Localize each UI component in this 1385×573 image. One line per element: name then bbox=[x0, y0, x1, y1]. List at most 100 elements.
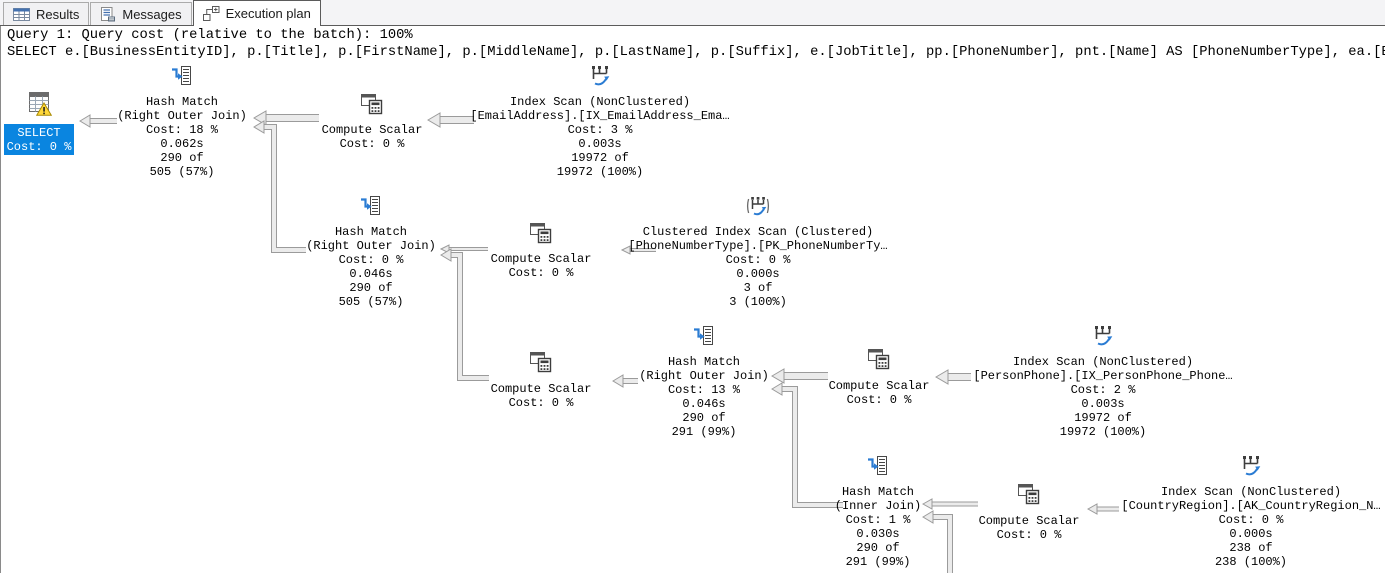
plan-node-clustered-index-scan-phonenumbertype[interactable]: Clustered Index Scan (Clustered) [PhoneNu… bbox=[608, 194, 908, 309]
plan-node-label: 19972 (100%) bbox=[1059, 425, 1147, 439]
plan-node-label: 505 (57%) bbox=[338, 295, 404, 309]
compute-scalar-icon bbox=[529, 350, 553, 374]
plan-node-label: 0.003s bbox=[578, 137, 622, 151]
plan-node-label: Hash Match bbox=[334, 225, 407, 239]
plan-node-label: 3 of bbox=[743, 281, 773, 295]
plan-node-label: 0.000s bbox=[736, 267, 780, 281]
plan-node-label: 0.003s bbox=[1081, 397, 1125, 411]
plan-node-label: (Right Outer Join) bbox=[117, 109, 247, 123]
plan-node-label: 19972 of bbox=[1074, 411, 1132, 425]
plan-node-index-scan-emailaddress[interactable]: Index Scan (NonClustered) [EmailAddress].… bbox=[450, 64, 750, 179]
plan-node-label: 3 (100%) bbox=[729, 295, 787, 309]
plan-node-label: 291 (99%) bbox=[845, 555, 911, 569]
plan-node-label: [CountryRegion].[AK_CountryRegion_N… bbox=[1121, 499, 1381, 513]
plan-node-hash-match-1[interactable]: Hash Match (Right Outer Join) Cost: 18 % 0.… bbox=[32, 64, 332, 179]
plan-node-label: 238 (100%) bbox=[1214, 555, 1287, 569]
tab-messages-label: Messages bbox=[122, 6, 182, 22]
tab-messages[interactable]: Messages bbox=[90, 2, 192, 25]
plan-node-label: Compute Scalar bbox=[490, 382, 592, 396]
plan-node-label: Compute Scalar bbox=[978, 514, 1080, 528]
index-scan-icon bbox=[588, 64, 612, 88]
plan-node-label: Index Scan (NonClustered) bbox=[1160, 485, 1342, 499]
plan-node-label: 290 of bbox=[682, 411, 726, 425]
plan-node-label: 0.062s bbox=[160, 137, 204, 151]
query-cost-line: Query 1: Query cost (relative to the bat… bbox=[7, 28, 413, 43]
plan-node-label: Cost: 3 % bbox=[567, 123, 633, 137]
plan-node-index-scan-countryregion[interactable]: Index Scan (NonClustered) [CountryRegion]… bbox=[1101, 454, 1385, 569]
plan-node-label: Cost: 0 % bbox=[339, 137, 405, 151]
plan-node-label: 19972 of bbox=[571, 151, 629, 165]
execution-plan-icon bbox=[202, 6, 220, 21]
plan-node-compute-scalar-1[interactable]: Compute Scalar Cost: 0 % bbox=[222, 92, 522, 151]
compute-scalar-icon bbox=[360, 92, 384, 116]
tab-execution-plan-label: Execution plan bbox=[225, 6, 311, 21]
plan-node-label: [PersonPhone].[IX_PersonPhone_Phone… bbox=[973, 369, 1233, 383]
plan-node-select[interactable]: SELECT Cost: 0 % bbox=[0, 90, 189, 155]
plan-node-label: (Right Outer Join) bbox=[306, 239, 436, 253]
plan-node-label: Cost: 0 % bbox=[508, 266, 574, 280]
plan-node-label: 290 of bbox=[349, 281, 393, 295]
plan-node-compute-scalar-5[interactable]: Compute Scalar Cost: 0 % bbox=[879, 482, 1179, 542]
plan-node-label: Compute Scalar bbox=[490, 252, 592, 266]
plan-node-label: 290 of bbox=[160, 151, 204, 165]
hash-match-icon bbox=[170, 64, 194, 88]
plan-node-label: Compute Scalar bbox=[828, 379, 930, 393]
hash-match-icon bbox=[866, 454, 890, 478]
plan-node-label: Index Scan (NonClustered) bbox=[1012, 355, 1194, 369]
plan-node-label: 505 (57%) bbox=[149, 165, 215, 179]
plan-node-label: Cost: 0 % bbox=[338, 253, 404, 267]
results-grid-icon bbox=[13, 7, 30, 22]
plan-node-label: Cost: 0 % bbox=[6, 140, 72, 154]
plan-node-label: Cost: 2 % bbox=[1070, 383, 1136, 397]
query-sql-text: SELECT e.[BusinessEntityID], p.[Title], … bbox=[7, 45, 1385, 60]
plan-node-label: 291 (99%) bbox=[671, 425, 737, 439]
plan-node-label: [PhoneNumberType].[PK_PhoneNumberTy… bbox=[628, 239, 888, 253]
plan-node-label: 0.046s bbox=[682, 397, 726, 411]
plan-node-label: Hash Match bbox=[667, 355, 740, 369]
plan-node-label: SELECT bbox=[17, 126, 61, 140]
index-scan-icon bbox=[1239, 454, 1263, 478]
plan-node-index-scan-personphone[interactable]: Index Scan (NonClustered) [PersonPhone].[… bbox=[953, 324, 1253, 439]
plan-node-label: Cost: 0 % bbox=[846, 393, 912, 407]
results-pane-tabbar: Results Messages Execution plan bbox=[0, 0, 1385, 26]
plan-node-label: Cost: 0 % bbox=[996, 528, 1062, 542]
tab-results[interactable]: Results bbox=[3, 2, 90, 25]
plan-node-label: 0.000s bbox=[1229, 527, 1273, 541]
compute-scalar-icon bbox=[529, 221, 553, 245]
plan-node-compute-scalar-4[interactable]: Compute Scalar Cost: 0 % bbox=[729, 347, 1029, 407]
plan-node-label: 290 of bbox=[856, 541, 900, 555]
tab-execution-plan[interactable]: Execution plan bbox=[192, 0, 321, 26]
pane-left-border bbox=[0, 26, 1, 573]
plan-node-label: Hash Match bbox=[841, 485, 914, 499]
plan-node-hash-match-3[interactable]: Hash Match (Right Outer Join) Cost: 13 % 0.… bbox=[554, 324, 854, 439]
plan-node-label: Clustered Index Scan (Clustered) bbox=[642, 225, 874, 239]
plan-node-label: 0.030s bbox=[856, 527, 900, 541]
compute-scalar-icon bbox=[1017, 482, 1041, 506]
plan-node-label: Compute Scalar bbox=[321, 123, 423, 137]
plan-node-label: [EmailAddress].[IX_EmailAddress_Ema… bbox=[470, 109, 730, 123]
plan-node-label: Hash Match bbox=[145, 95, 218, 109]
plan-node-label: (Inner Join) bbox=[834, 499, 922, 513]
plan-node-label: Cost: 18 % bbox=[145, 123, 218, 137]
warning-icon bbox=[35, 102, 53, 116]
messages-icon bbox=[100, 6, 116, 22]
plan-node-label: Cost: 1 % bbox=[845, 513, 911, 527]
plan-node-compute-scalar-3[interactable]: Compute Scalar Cost: 0 % bbox=[391, 350, 691, 410]
plan-node-label: Cost: 0 % bbox=[1218, 513, 1284, 527]
compute-scalar-icon bbox=[867, 347, 891, 371]
plan-node-hash-match-4[interactable]: Hash Match (Inner Join) Cost: 1 % 0.030s 290… bbox=[728, 454, 1028, 569]
clustered-index-scan-icon bbox=[746, 194, 770, 218]
plan-node-compute-scalar-2[interactable]: Compute Scalar Cost: 0 % bbox=[391, 221, 691, 280]
plan-node-label: 238 of bbox=[1229, 541, 1273, 555]
plan-node-hash-match-2[interactable]: Hash Match (Right Outer Join) Cost: 0 % 0.0… bbox=[221, 194, 521, 309]
plan-node-label: Cost: 0 % bbox=[725, 253, 791, 267]
plan-node-label: 19972 (100%) bbox=[556, 165, 644, 179]
plan-node-label: Cost: 13 % bbox=[667, 383, 740, 397]
plan-node-label: 0.046s bbox=[349, 267, 393, 281]
hash-match-icon bbox=[359, 194, 383, 218]
index-scan-icon bbox=[1091, 324, 1115, 348]
plan-node-label: Cost: 0 % bbox=[508, 396, 574, 410]
plan-node-label: (Right Outer Join) bbox=[639, 369, 769, 383]
